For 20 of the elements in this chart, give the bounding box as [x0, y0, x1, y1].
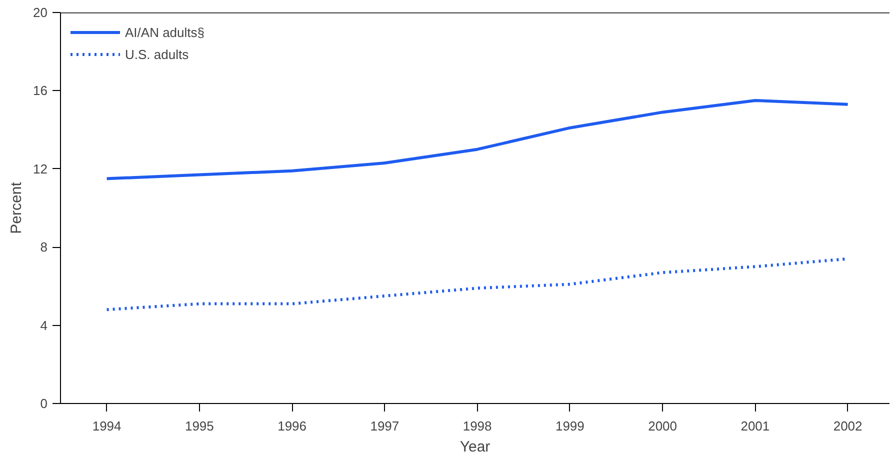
- y-tick-label: 12: [33, 161, 48, 176]
- y-tick-label: 8: [40, 240, 48, 255]
- legend-label: AI/AN adults§: [125, 24, 204, 40]
- x-tick-label: 1995: [184, 418, 214, 434]
- y-tick-label: 20: [33, 5, 48, 20]
- x-tick-label: 1997: [370, 418, 400, 434]
- legend-label: U.S. adults: [125, 46, 189, 62]
- x-axis-title: Year: [460, 438, 490, 456]
- x-tick-label: 2000: [648, 418, 678, 434]
- y-axis-title: Percent: [8, 181, 26, 234]
- y-tick-label: 4: [40, 318, 48, 333]
- x-tick-label: 2002: [833, 418, 862, 434]
- x-tick-label: 2001: [740, 418, 770, 434]
- x-tick-label: 1999: [555, 418, 584, 434]
- x-tick-label: 1994: [92, 418, 122, 434]
- x-tick-label: 1998: [462, 418, 492, 434]
- line-series: [105, 98, 850, 180]
- y-tick-label: 0: [40, 396, 48, 411]
- x-tick-label: 1996: [278, 418, 307, 434]
- y-tick-label: 16: [33, 83, 48, 98]
